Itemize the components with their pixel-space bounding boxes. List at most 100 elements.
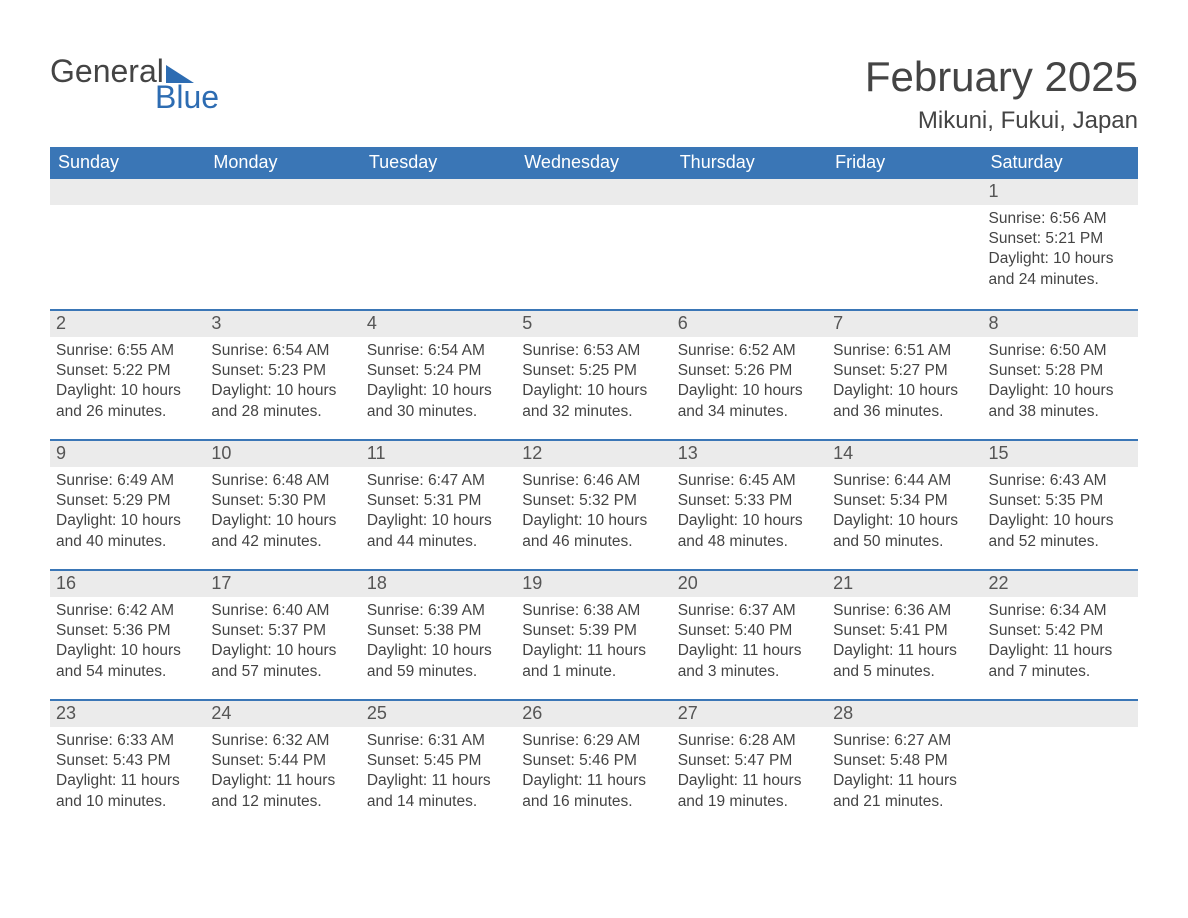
day-number-bar <box>361 179 516 205</box>
sunrise-text: Sunrise: 6:54 AM <box>367 341 510 361</box>
weekday-header-row: Sunday Monday Tuesday Wednesday Thursday… <box>50 147 1138 179</box>
day-number: 11 <box>361 439 516 467</box>
sunset-text: Sunset: 5:37 PM <box>211 621 354 641</box>
sunrise-text: Sunrise: 6:46 AM <box>522 471 665 491</box>
calendar-day-cell: 3Sunrise: 6:54 AMSunset: 5:23 PMDaylight… <box>205 309 360 439</box>
daylight-text: Daylight: 10 hours and 48 minutes. <box>678 511 821 551</box>
daylight-text: Daylight: 11 hours and 19 minutes. <box>678 771 821 811</box>
calendar-week-row: 9Sunrise: 6:49 AMSunset: 5:29 PMDaylight… <box>50 439 1138 569</box>
sunset-text: Sunset: 5:42 PM <box>989 621 1132 641</box>
sunrise-text: Sunrise: 6:54 AM <box>211 341 354 361</box>
brand-logo: General Blue <box>50 55 219 113</box>
day-details: Sunrise: 6:33 AMSunset: 5:43 PMDaylight:… <box>50 727 205 816</box>
sunset-text: Sunset: 5:27 PM <box>833 361 976 381</box>
day-details: Sunrise: 6:48 AMSunset: 5:30 PMDaylight:… <box>205 467 360 556</box>
daylight-text: Daylight: 11 hours and 21 minutes. <box>833 771 976 811</box>
calendar-day-cell: 19Sunrise: 6:38 AMSunset: 5:39 PMDayligh… <box>516 569 671 699</box>
sunrise-text: Sunrise: 6:50 AM <box>989 341 1132 361</box>
sunrise-text: Sunrise: 6:42 AM <box>56 601 199 621</box>
day-number: 14 <box>827 439 982 467</box>
day-number: 1 <box>983 179 1138 205</box>
daylight-text: Daylight: 11 hours and 10 minutes. <box>56 771 199 811</box>
daylight-text: Daylight: 10 hours and 50 minutes. <box>833 511 976 551</box>
calendar-day-cell <box>983 699 1138 829</box>
calendar-day-cell: 18Sunrise: 6:39 AMSunset: 5:38 PMDayligh… <box>361 569 516 699</box>
sunset-text: Sunset: 5:24 PM <box>367 361 510 381</box>
day-number: 5 <box>516 309 671 337</box>
calendar-day-cell <box>205 179 360 309</box>
sunrise-text: Sunrise: 6:38 AM <box>522 601 665 621</box>
day-number-bar <box>672 179 827 205</box>
weekday-header: Wednesday <box>516 147 671 179</box>
daylight-text: Daylight: 11 hours and 14 minutes. <box>367 771 510 811</box>
day-details: Sunrise: 6:46 AMSunset: 5:32 PMDaylight:… <box>516 467 671 556</box>
day-number: 21 <box>827 569 982 597</box>
calendar-day-cell: 2Sunrise: 6:55 AMSunset: 5:22 PMDaylight… <box>50 309 205 439</box>
day-number: 22 <box>983 569 1138 597</box>
sunrise-text: Sunrise: 6:32 AM <box>211 731 354 751</box>
calendar-day-cell: 7Sunrise: 6:51 AMSunset: 5:27 PMDaylight… <box>827 309 982 439</box>
day-number: 20 <box>672 569 827 597</box>
day-details: Sunrise: 6:52 AMSunset: 5:26 PMDaylight:… <box>672 337 827 426</box>
day-number: 8 <box>983 309 1138 337</box>
weekday-header: Thursday <box>672 147 827 179</box>
sunset-text: Sunset: 5:25 PM <box>522 361 665 381</box>
day-number-bar <box>50 179 205 205</box>
calendar-day-cell: 23Sunrise: 6:33 AMSunset: 5:43 PMDayligh… <box>50 699 205 829</box>
sunrise-text: Sunrise: 6:40 AM <box>211 601 354 621</box>
day-details: Sunrise: 6:43 AMSunset: 5:35 PMDaylight:… <box>983 467 1138 556</box>
sunrise-text: Sunrise: 6:44 AM <box>833 471 976 491</box>
calendar-day-cell: 5Sunrise: 6:53 AMSunset: 5:25 PMDaylight… <box>516 309 671 439</box>
day-details: Sunrise: 6:50 AMSunset: 5:28 PMDaylight:… <box>983 337 1138 426</box>
sunset-text: Sunset: 5:23 PM <box>211 361 354 381</box>
calendar-day-cell <box>50 179 205 309</box>
day-details: Sunrise: 6:37 AMSunset: 5:40 PMDaylight:… <box>672 597 827 686</box>
sunrise-text: Sunrise: 6:51 AM <box>833 341 976 361</box>
sunrise-text: Sunrise: 6:52 AM <box>678 341 821 361</box>
calendar-day-cell: 28Sunrise: 6:27 AMSunset: 5:48 PMDayligh… <box>827 699 982 829</box>
day-number: 4 <box>361 309 516 337</box>
daylight-text: Daylight: 11 hours and 3 minutes. <box>678 641 821 681</box>
title-block: February 2025 Mikuni, Fukui, Japan <box>865 55 1138 135</box>
brand-word-1: General <box>50 55 164 87</box>
sunset-text: Sunset: 5:22 PM <box>56 361 199 381</box>
day-number-bar <box>205 179 360 205</box>
day-details: Sunrise: 6:47 AMSunset: 5:31 PMDaylight:… <box>361 467 516 556</box>
sunset-text: Sunset: 5:35 PM <box>989 491 1132 511</box>
sunrise-text: Sunrise: 6:29 AM <box>522 731 665 751</box>
sunset-text: Sunset: 5:38 PM <box>367 621 510 641</box>
sunset-text: Sunset: 5:46 PM <box>522 751 665 771</box>
sunrise-text: Sunrise: 6:33 AM <box>56 731 199 751</box>
calendar-day-cell <box>672 179 827 309</box>
day-details: Sunrise: 6:34 AMSunset: 5:42 PMDaylight:… <box>983 597 1138 686</box>
day-number: 17 <box>205 569 360 597</box>
calendar-day-cell: 15Sunrise: 6:43 AMSunset: 5:35 PMDayligh… <box>983 439 1138 569</box>
day-number: 16 <box>50 569 205 597</box>
day-number: 13 <box>672 439 827 467</box>
daylight-text: Daylight: 10 hours and 54 minutes. <box>56 641 199 681</box>
sunrise-text: Sunrise: 6:43 AM <box>989 471 1132 491</box>
day-number: 2 <box>50 309 205 337</box>
calendar-day-cell: 16Sunrise: 6:42 AMSunset: 5:36 PMDayligh… <box>50 569 205 699</box>
calendar-day-cell: 17Sunrise: 6:40 AMSunset: 5:37 PMDayligh… <box>205 569 360 699</box>
daylight-text: Daylight: 10 hours and 38 minutes. <box>989 381 1132 421</box>
calendar-day-cell: 21Sunrise: 6:36 AMSunset: 5:41 PMDayligh… <box>827 569 982 699</box>
day-number: 10 <box>205 439 360 467</box>
sunset-text: Sunset: 5:29 PM <box>56 491 199 511</box>
calendar-day-cell: 25Sunrise: 6:31 AMSunset: 5:45 PMDayligh… <box>361 699 516 829</box>
calendar-week-row: 2 Sunrise: 6:55 AMSunset: 5:22 PM Daylight… <box>50 309 1138 439</box>
sunrise-text: Sunrise: 6:36 AM <box>833 601 976 621</box>
sunrise-text: Sunrise: 6:55 AM <box>56 341 199 361</box>
sunset-text: Sunset: 5:28 PM <box>989 361 1132 381</box>
day-number: 24 <box>205 699 360 727</box>
day-details: Sunrise: 6:38 AMSunset: 5:39 PMDaylight:… <box>516 597 671 686</box>
day-number: 19 <box>516 569 671 597</box>
day-details: Sunrise: 6:29 AMSunset: 5:46 PMDaylight:… <box>516 727 671 816</box>
brand-word-2: Blue <box>155 81 219 113</box>
day-details: Sunrise: 6:53 AMSunset: 5:25 PMDaylight:… <box>516 337 671 426</box>
daylight-text: Daylight: 11 hours and 7 minutes. <box>989 641 1132 681</box>
weekday-header: Monday <box>205 147 360 179</box>
day-details: Sunrise: 6:51 AMSunset: 5:27 PMDaylight:… <box>827 337 982 426</box>
calendar-week-row: 1Sunrise: 6:56 AMSunset: 5:21 PMDaylight… <box>50 179 1138 309</box>
day-details: Sunrise: 6:54 AMSunset: 5:23 PMDaylight:… <box>205 337 360 426</box>
